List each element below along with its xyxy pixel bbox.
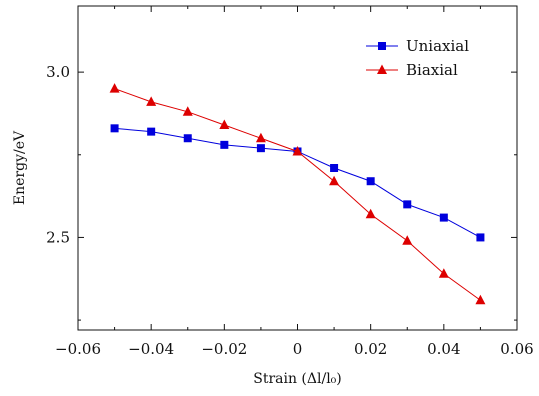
legend-label: Biaxial: [406, 61, 458, 79]
legend-item-biaxial: Biaxial: [366, 61, 458, 79]
x-tick-label: −0.02: [201, 340, 247, 358]
series-biaxial: [109, 83, 486, 305]
x-tick-label: −0.06: [55, 340, 101, 358]
data-point: [365, 208, 376, 219]
series-uniaxial: [110, 124, 485, 242]
data-point: [402, 235, 413, 245]
y-tick-label: 2.5: [46, 228, 70, 246]
data-point: [182, 106, 193, 116]
data-point: [219, 119, 230, 130]
x-tick-label: 0: [293, 340, 303, 358]
data-point: [146, 96, 157, 106]
data-point: [329, 175, 340, 186]
data-point: [220, 140, 229, 149]
data-point: [476, 233, 485, 242]
legend-item-uniaxial: Uniaxial: [366, 37, 469, 55]
y-tick-label: 3.0: [46, 63, 70, 81]
data-point: [255, 132, 266, 143]
x-tick-label: 0.06: [500, 340, 533, 358]
data-point: [439, 213, 448, 222]
legend-marker: [378, 42, 386, 50]
x-axis: −0.06 −0.04 −0.02 0 0.02 0.04 0.06: [55, 6, 534, 358]
series-layer: [109, 83, 486, 305]
series-line: [114, 88, 481, 301]
data-point: [438, 268, 449, 278]
data-point: [330, 164, 339, 172]
y-axis-label: Energy/eV: [12, 130, 28, 205]
legend-label: Uniaxial: [406, 37, 469, 55]
x-tick-label: 0.02: [354, 340, 387, 358]
data-point: [110, 124, 119, 133]
data-point: [403, 200, 412, 209]
legend: Uniaxial Biaxial: [366, 37, 469, 79]
x-axis-label: Strain (Δl/l₀): [253, 371, 342, 387]
x-tick-label: −0.04: [128, 340, 174, 358]
data-point: [366, 177, 375, 186]
data-point: [183, 134, 192, 143]
x-tick-label: 0.04: [427, 340, 460, 358]
y-axis: 2.5 3.0: [46, 63, 517, 321]
data-point: [292, 145, 303, 156]
series-line: [114, 127, 481, 238]
data-point: [147, 127, 156, 136]
legend-marker: [377, 64, 387, 74]
data-point: [256, 144, 265, 153]
data-point: [475, 294, 486, 305]
data-point: [109, 83, 120, 93]
